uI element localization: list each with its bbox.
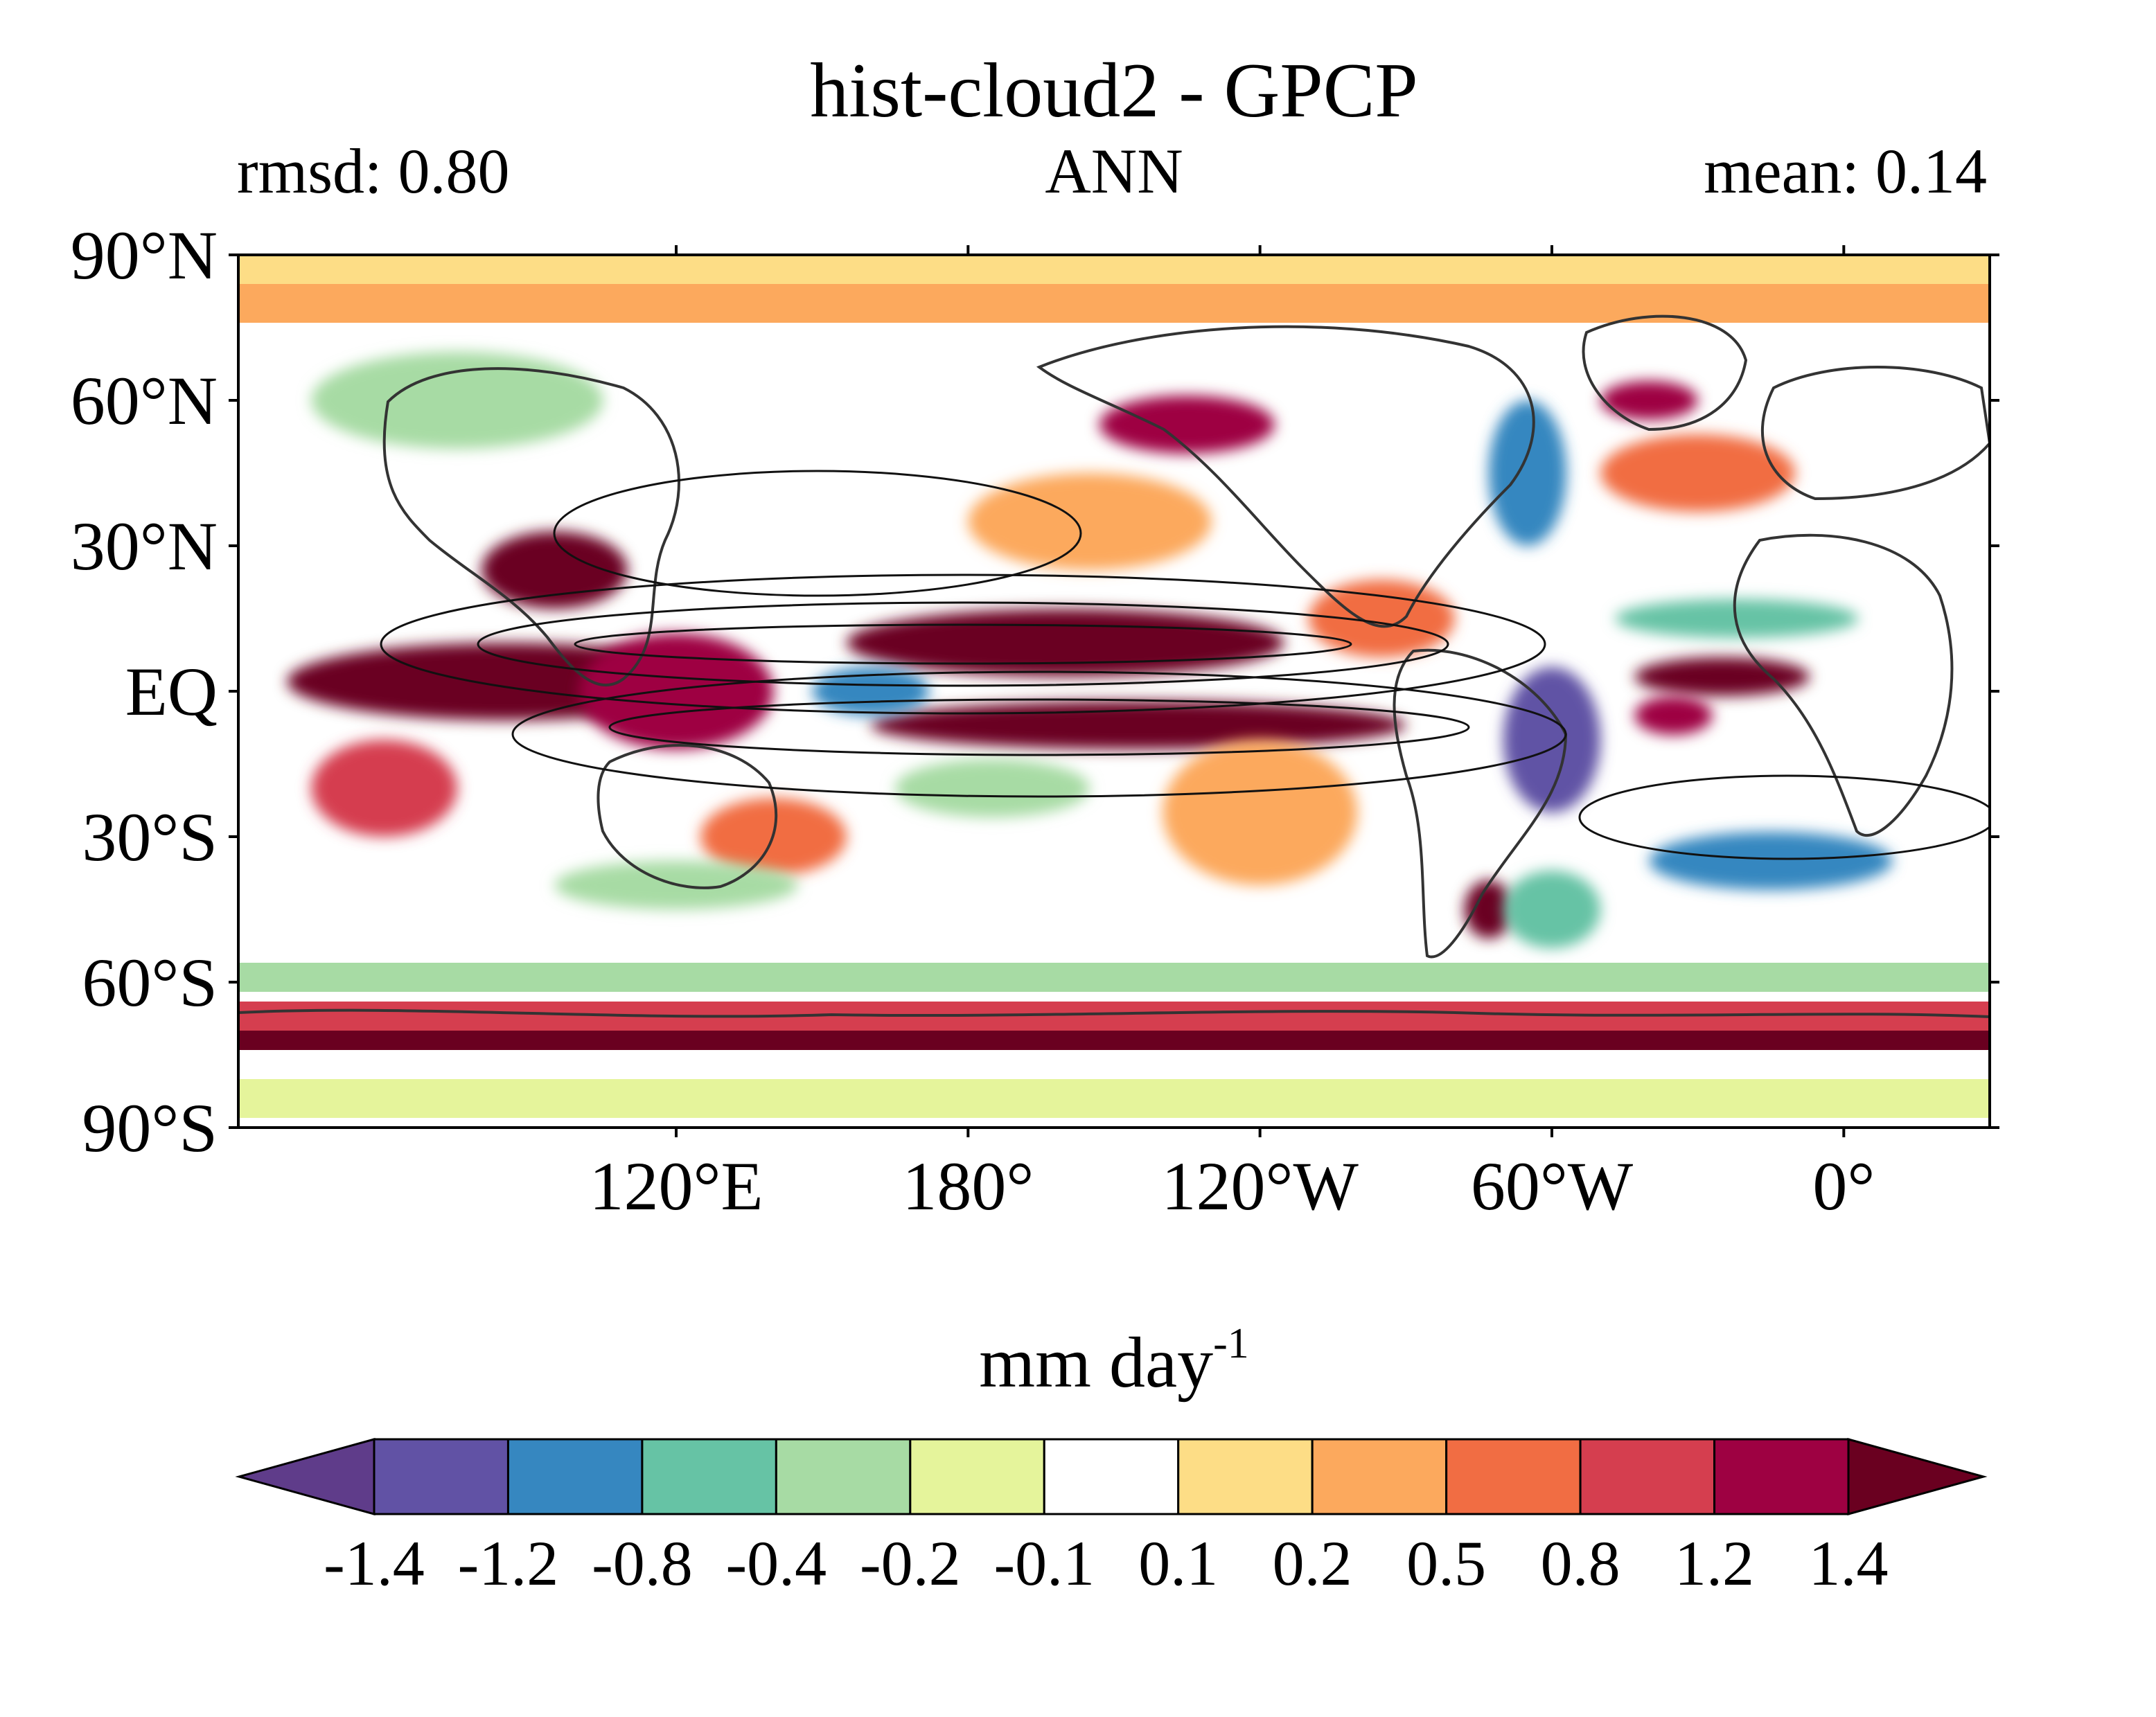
colorbar-swatch	[1445, 1438, 1582, 1515]
colorbar-tick-label: -0.8	[592, 1528, 693, 1599]
contour-line	[380, 573, 1546, 715]
colorbar-tick-label: 0.8	[1541, 1528, 1620, 1599]
coastline-north-america	[1036, 325, 1535, 628]
y-tick-label: 90°N	[71, 217, 218, 294]
colorbar-swatch	[641, 1438, 777, 1515]
coastline-asia	[382, 367, 680, 687]
colorbar-tick-label: -1.4	[324, 1528, 425, 1599]
anomaly-band	[238, 284, 1990, 323]
colorbar-swatch	[1579, 1438, 1716, 1515]
colorbar-extend-low	[235, 1438, 375, 1515]
chart-title: hist-cloud2 - GPCP	[810, 48, 1417, 134]
y-tick-label: EQ	[125, 653, 218, 730]
colorbar: -1.4 -1.2 -0.8 -0.4 -0.2 -0.1 0.1 0.2 0.5 0.8 1.2 1…	[235, 1438, 1988, 1599]
anomaly-band	[238, 255, 1990, 284]
coastline-antarctica	[238, 1008, 1990, 1018]
mean-label: mean: 0.14	[1704, 136, 1987, 206]
colorbar-swatch	[1311, 1438, 1448, 1515]
anomaly-region	[1600, 434, 1796, 512]
anomaly-region	[968, 473, 1212, 570]
anomaly-region	[1464, 880, 1513, 938]
colorbar-tick-label: 0.1	[1138, 1528, 1218, 1599]
anomaly-region	[311, 740, 457, 837]
anomaly-region	[1163, 740, 1358, 885]
anomaly-field	[238, 255, 1990, 1118]
contours	[380, 470, 1990, 860]
y-tick-label: 30°N	[71, 508, 218, 585]
anomaly-band	[238, 963, 1990, 992]
x-tick-label: 0°	[1812, 1148, 1875, 1225]
map-axes: 120°E 180° 120°W 60°W 0° 90°N 60°N 30°N EQ 30°S 60…	[71, 217, 1999, 1225]
colorbar-tick-label: 1.2	[1675, 1528, 1754, 1599]
contour-line	[511, 670, 1567, 798]
y-tick-label: 90°S	[82, 1089, 218, 1166]
anomaly-region	[1503, 871, 1601, 948]
anomaly-region	[1634, 696, 1713, 735]
colorbar-swatch	[373, 1438, 509, 1515]
colorbar-tick-label: -0.2	[860, 1528, 961, 1599]
coastline-south-america	[1393, 648, 1568, 959]
anomaly-region	[311, 352, 603, 449]
y-tick-label: 60°N	[71, 362, 218, 439]
coastlines	[238, 314, 1990, 1018]
anomaly-region	[1649, 832, 1893, 890]
colorbar-swatch	[1043, 1438, 1180, 1515]
rmsd-label: rmsd: 0.80	[237, 136, 510, 206]
x-tick-label: 120°E	[589, 1148, 763, 1225]
coastline-africa	[1733, 533, 1954, 837]
anomaly-region	[1634, 657, 1810, 696]
colorbar-swatch	[1713, 1438, 1850, 1515]
anomaly-region	[895, 759, 1090, 817]
anomaly-band	[238, 1079, 1990, 1118]
colorbar-tick-label: -0.4	[726, 1528, 827, 1599]
y-tick-label: 30°S	[82, 799, 218, 875]
y-tick-label: 60°S	[82, 944, 218, 1021]
colorbar-units-exponent: -1	[1213, 1320, 1249, 1367]
contour-line	[477, 601, 1449, 687]
season-label: ANN	[1045, 136, 1183, 206]
colorbar-units: mm day	[979, 1323, 1213, 1403]
x-tick-label: 60°W	[1471, 1148, 1634, 1225]
colorbar-tick-label: 0.5	[1406, 1528, 1486, 1599]
colorbar-swatch	[1177, 1438, 1314, 1515]
contour-line	[608, 698, 1470, 756]
coastline-australia	[597, 744, 778, 889]
contour-line	[1578, 774, 1990, 860]
anomaly-region	[1099, 395, 1275, 454]
anomaly-region	[481, 531, 628, 609]
coastline-europe	[1760, 366, 1990, 501]
colorbar-extend-high	[1847, 1438, 1988, 1515]
colorbar-tick-label: 1.4	[1809, 1528, 1889, 1599]
contour-line	[553, 470, 1082, 597]
map-area	[238, 255, 1990, 1128]
anomaly-region	[1488, 400, 1567, 546]
colorbar-tick-label: 0.2	[1273, 1528, 1352, 1599]
colorbar-tick-label: -0.1	[993, 1528, 1095, 1599]
anomaly-region	[578, 633, 774, 749]
colorbar-label: mm day-1	[979, 1320, 1249, 1403]
contour-line	[574, 623, 1352, 665]
colorbar-swatch	[775, 1438, 912, 1515]
coastline-greenland	[1582, 314, 1748, 432]
anomaly-region	[870, 701, 1406, 749]
anomaly-band	[238, 1031, 1990, 1050]
anomaly-region	[1503, 667, 1601, 812]
colorbar-swatch	[909, 1438, 1045, 1515]
colorbar-tick-label: -1.2	[458, 1528, 559, 1599]
anomaly-region	[846, 609, 1284, 677]
anomaly-region	[1600, 381, 1698, 420]
anomaly-region	[1308, 580, 1455, 657]
x-tick-label: 120°W	[1161, 1148, 1359, 1225]
colorbar-swatch	[506, 1438, 644, 1515]
x-tick-label: 180°	[902, 1148, 1034, 1225]
